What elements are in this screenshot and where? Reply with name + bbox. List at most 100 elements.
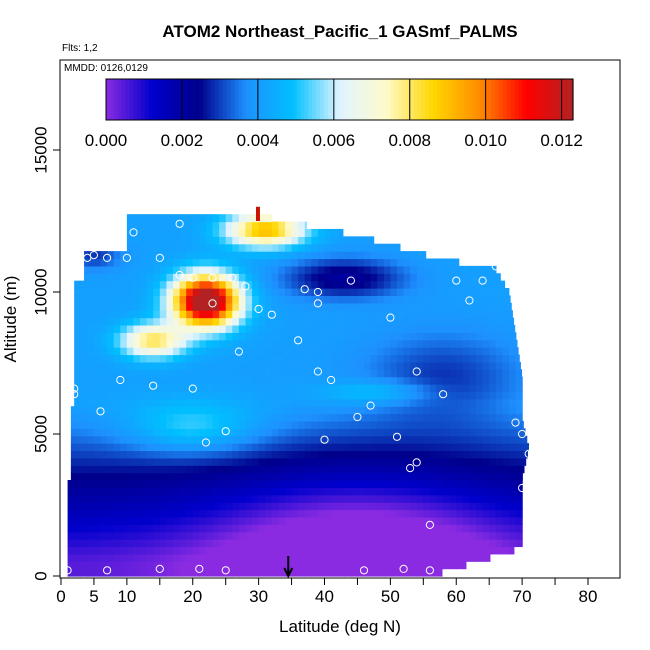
heatmap-cell [93,553,102,562]
heatmap-cell [469,457,477,466]
heatmap-cell [107,339,115,348]
heatmap-cell [225,420,233,429]
heatmap-cell [515,450,523,459]
heatmap-cell [265,310,273,319]
heatmap-cell [225,302,233,311]
heatmap-cell [495,376,503,385]
heatmap-cell [93,450,102,459]
heatmap-cell [126,243,135,252]
heatmap-cell [489,524,497,533]
heatmap-cell [390,568,398,577]
heatmap-cell [429,457,438,466]
heatmap-cell [238,420,247,429]
heatmap-cell [80,546,88,555]
heatmap-cell [489,465,497,474]
heatmap-cell [476,531,484,540]
heatmap-cell [298,221,306,230]
heatmap-cell [245,339,253,348]
heatmap-cell [126,420,135,429]
colorbar-segment [526,79,531,120]
heatmap-cell [93,546,102,555]
heatmap-cell [80,361,88,370]
heatmap-cell [324,317,332,326]
heatmap-cell [140,295,148,304]
heatmap-cell [172,487,181,496]
heatmap-cell [172,384,181,392]
heatmap-cell [126,428,135,437]
heatmap-cell [515,494,523,503]
heatmap-cell [186,228,194,237]
heatmap-cell [265,228,273,237]
heatmap-cell [74,516,82,525]
heatmap-cell [113,317,121,326]
heatmap-cell [436,288,444,296]
heatmap-cell [324,568,332,577]
heatmap-cell [199,369,207,378]
heatmap-cell [232,502,240,511]
colorbar-segment [553,79,559,120]
x-tick-label: 80 [579,587,598,606]
heatmap-cell [278,295,286,304]
heatmap-cell [225,472,233,481]
heatmap-cell [278,450,286,459]
heatmap-cell [252,347,260,356]
heatmap-cell [271,546,279,555]
heatmap-cell [93,384,102,392]
heatmap-cell [304,553,312,562]
heatmap-cell [265,280,273,289]
heatmap-cell [199,546,207,555]
heatmap-cell [100,354,108,363]
heatmap-cell [133,384,141,392]
heatmap-cell [489,539,497,548]
heatmap-cell [153,546,161,555]
observation-point [518,483,527,493]
heatmap-cell [324,561,332,570]
observation-point [478,276,487,285]
heatmap-cell [436,568,443,577]
heatmap-cell [159,428,167,437]
heatmap-cell [133,531,141,540]
heatmap-cell [396,243,401,252]
heatmap-cell [212,302,220,311]
heatmap-cell [364,428,372,437]
heatmap-cell [357,561,365,570]
heatmap-cell [107,502,115,511]
heatmap-cell [212,435,220,444]
heatmap-cell [159,413,167,422]
colorbar-tick-label: 0.012 [540,131,583,150]
heatmap-cell [495,317,503,326]
heatmap-cell [476,280,484,289]
heatmap-cell [364,354,372,363]
heatmap-cell [258,273,266,282]
heatmap-cell [324,539,332,548]
observation-point [346,276,355,285]
heatmap-cell [482,302,490,311]
heatmap-cell [271,243,279,252]
heatmap-cell [364,568,372,577]
heatmap-cell [495,487,503,496]
heatmap-cell [337,561,345,570]
heatmap-cell [159,214,167,223]
heatmap-cell [113,310,121,319]
heatmap-cell [245,568,253,577]
heatmap-cell [80,332,88,341]
colorbar-segment [495,79,500,120]
heatmap-cell [232,258,240,267]
heatmap-cell [126,339,135,348]
heatmap-cell [462,332,471,341]
observation-points [63,219,533,575]
heatmap-cell [410,354,418,363]
heatmap-cell [476,398,484,407]
heatmap-cell [284,347,293,356]
heatmap-cell [192,214,200,223]
heatmap-cell [449,413,457,422]
heatmap-cell [166,384,174,392]
heatmap-cell [324,258,332,267]
heatmap-cell [140,443,148,452]
heatmap-cell [93,502,102,511]
heatmap-cell [284,280,293,289]
heatmap-cell [456,494,464,503]
heatmap-cell [436,428,444,437]
heatmap-cell [133,443,141,452]
heatmap-cell [153,243,161,252]
